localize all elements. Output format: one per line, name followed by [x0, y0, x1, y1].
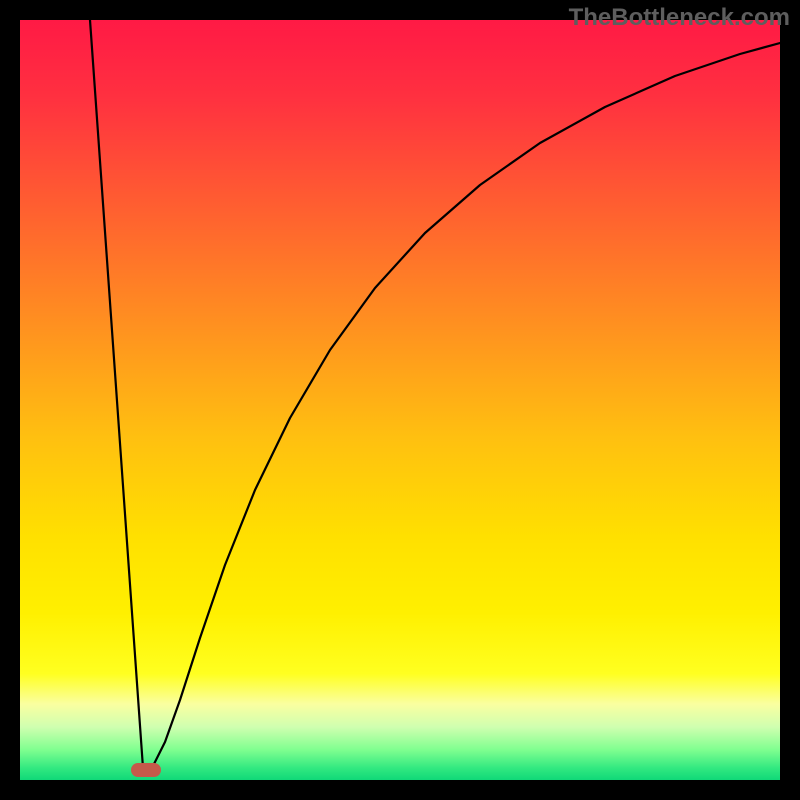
plot-area	[20, 20, 780, 780]
chart-frame: TheBottleneck.com	[0, 0, 800, 800]
watermark-text: TheBottleneck.com	[569, 4, 790, 32]
bottleneck-curve	[90, 20, 780, 769]
curve-svg	[20, 20, 780, 780]
optimal-point-marker	[131, 763, 161, 777]
